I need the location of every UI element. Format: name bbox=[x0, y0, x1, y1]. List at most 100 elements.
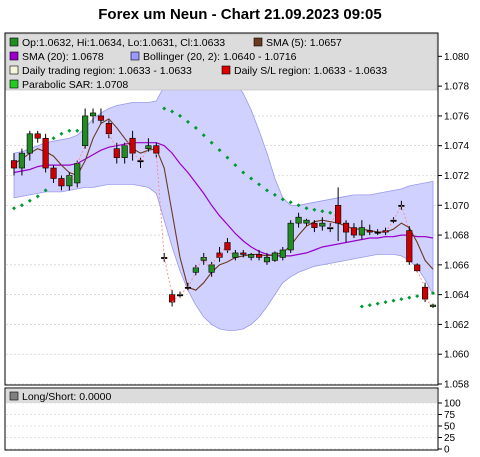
candle bbox=[50, 165, 57, 183]
legend-box bbox=[5, 33, 438, 91]
y-tick-label: 1.060 bbox=[444, 350, 469, 361]
y-tick-label: 1.058 bbox=[444, 380, 469, 391]
parabolic-sar-dots bbox=[12, 106, 435, 309]
sar-dot bbox=[59, 131, 64, 136]
legend-sma20-swatch bbox=[9, 51, 19, 61]
sar-dot bbox=[217, 148, 222, 153]
sar-dot bbox=[367, 303, 372, 308]
sar-dot bbox=[391, 298, 396, 303]
lower-legend-long-short: Long/Short: 0.0000 bbox=[22, 391, 111, 403]
sar-dot bbox=[193, 125, 198, 130]
candle bbox=[58, 175, 65, 191]
lower-legend-swatch bbox=[9, 391, 19, 401]
sar-dot bbox=[178, 113, 183, 118]
sar-dot bbox=[415, 294, 420, 299]
candlesticks bbox=[10, 108, 437, 309]
candle-body bbox=[256, 254, 263, 258]
sar-dot bbox=[272, 192, 277, 197]
candle-body bbox=[208, 264, 215, 273]
legend-ohlc: Op:1.0632, Hi:1.0634, Lo:1.0631, Cl:1.06… bbox=[22, 37, 225, 49]
chart-title: Forex um Neun - Chart 21.09.2023 09:05 bbox=[98, 6, 381, 23]
sar-dot bbox=[304, 206, 309, 211]
candle bbox=[350, 223, 358, 239]
candle bbox=[248, 252, 255, 261]
y-tick-label: 1.080 bbox=[444, 52, 469, 63]
legend-daily-sl-region: Daily S/L region: 1.0633 - 1.0633 bbox=[234, 65, 387, 77]
legend-trading-region-swatch bbox=[9, 65, 19, 75]
candle bbox=[76, 108, 89, 164]
legend-bollinger: Bollinger (20, 2): 1.0640 - 1.0716 bbox=[143, 51, 297, 63]
candle-body bbox=[422, 286, 429, 300]
sar-dot bbox=[312, 207, 317, 212]
y-tick-label: 1.074 bbox=[444, 141, 469, 152]
sar-dot bbox=[264, 188, 269, 193]
lower-y-tick-label: 25 bbox=[444, 433, 456, 444]
sar-dot bbox=[185, 119, 190, 124]
candle bbox=[279, 246, 286, 261]
candle bbox=[374, 229, 381, 236]
sar-dot bbox=[320, 209, 325, 214]
gap-line bbox=[219, 242, 228, 258]
gap-line bbox=[108, 133, 118, 149]
candle bbox=[303, 218, 310, 227]
candle-body bbox=[303, 219, 310, 224]
y-axis-ticks: 1.080 1.078 1.076 1.074 1.072 1.070 1.068 1.066… bbox=[438, 52, 469, 391]
candle bbox=[366, 224, 373, 236]
y-tick-label: 1.078 bbox=[444, 82, 469, 93]
gap-line bbox=[187, 272, 197, 288]
candle-body bbox=[97, 115, 105, 121]
sar-dot bbox=[162, 106, 167, 111]
candle-body bbox=[287, 222, 294, 251]
candle bbox=[382, 227, 389, 236]
candle bbox=[256, 249, 263, 261]
candle bbox=[89, 108, 97, 124]
candle-body bbox=[192, 267, 199, 273]
lower-y-tick-label: 100 bbox=[444, 399, 461, 410]
candle-body bbox=[113, 148, 120, 158]
candle-body bbox=[295, 216, 302, 224]
candle-body bbox=[26, 133, 33, 154]
y-tick-label: 1.066 bbox=[444, 260, 469, 271]
sar-dot bbox=[407, 295, 412, 300]
candle-body bbox=[263, 257, 271, 263]
y-tick-label: 1.070 bbox=[444, 201, 469, 212]
candle-body bbox=[184, 286, 191, 289]
candle-body bbox=[145, 145, 152, 149]
candle bbox=[34, 130, 41, 143]
candle-body bbox=[50, 167, 57, 179]
candle-body bbox=[366, 230, 373, 233]
candle bbox=[342, 220, 350, 243]
legend-sma20: SMA (20): 1.0678 bbox=[22, 51, 104, 63]
gap-line bbox=[195, 260, 205, 269]
gap-line bbox=[400, 205, 410, 231]
y-tick-label: 1.062 bbox=[444, 320, 469, 331]
y-tick-label: 1.072 bbox=[444, 171, 469, 182]
candle bbox=[18, 148, 25, 176]
candle-body bbox=[358, 227, 365, 236]
candle bbox=[287, 220, 294, 253]
candle-body bbox=[105, 123, 112, 135]
gap-line bbox=[416, 270, 426, 288]
legend-ohlc-swatch bbox=[9, 37, 19, 47]
candle-body bbox=[34, 133, 41, 139]
legend-daily-trading-region: Daily trading region: 1.0633 - 1.0633 bbox=[22, 65, 192, 77]
legend-bollinger-swatch bbox=[130, 51, 140, 61]
sar-dot bbox=[75, 128, 80, 133]
legend-sma5: SMA (5): 1.0657 bbox=[266, 37, 342, 49]
sar-dot bbox=[233, 163, 238, 168]
sar-dot bbox=[225, 155, 230, 160]
gap-line bbox=[203, 257, 212, 273]
sar-dot bbox=[296, 203, 301, 208]
sar-dot bbox=[399, 297, 404, 302]
candle bbox=[424, 298, 437, 309]
sar-dot bbox=[383, 300, 388, 305]
candle-body bbox=[390, 219, 397, 222]
legend-sl-region-swatch bbox=[221, 65, 231, 75]
lower-y-tick-label: 0 bbox=[444, 445, 450, 456]
candle-body bbox=[319, 222, 326, 227]
candle-body bbox=[271, 252, 278, 261]
candle-body bbox=[10, 160, 18, 169]
candle bbox=[400, 205, 413, 265]
y-tick-label: 1.068 bbox=[444, 231, 469, 242]
sar-dot bbox=[43, 188, 48, 193]
